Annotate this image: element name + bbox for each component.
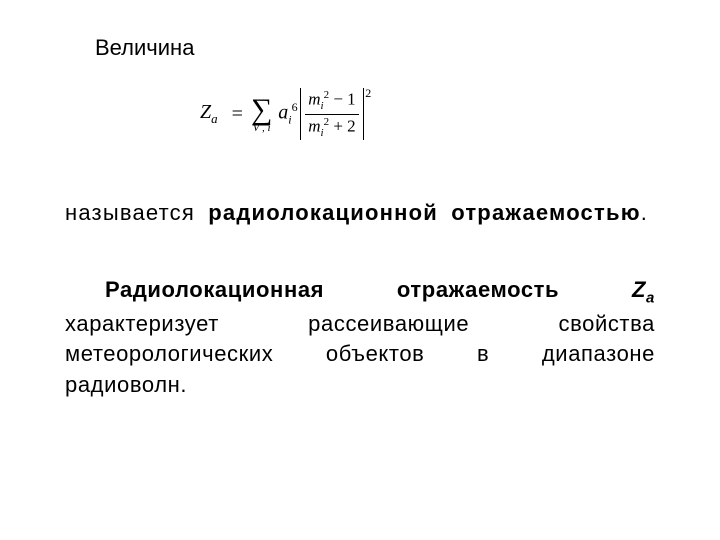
sigma-symbol: ∑ xyxy=(251,95,272,125)
formula-block: Za = ∑ V , i ai6 mi2 − 1 mi2 + 2 2 xyxy=(200,88,520,158)
fraction: mi2 − 1 mi2 + 2 xyxy=(305,88,358,141)
abs-bar-left xyxy=(300,88,302,140)
sigma-subscript: V , i xyxy=(253,123,271,134)
den-m-sub: i xyxy=(321,127,324,139)
equals-sign: = xyxy=(232,103,243,126)
lhs-var: Z xyxy=(200,101,211,123)
summation: ∑ V , i xyxy=(251,95,272,134)
abs-value: mi2 − 1 mi2 + 2 2 xyxy=(300,88,372,141)
paragraph-1: называется радиолокационной отражаемость… xyxy=(65,200,655,226)
a-var: a xyxy=(278,102,288,124)
para1-tail: . xyxy=(641,200,648,225)
num-tail: − 1 xyxy=(329,90,356,109)
a-i-term: ai6 xyxy=(278,100,297,128)
para2-bold-lead: Радиолокационная отражаемость xyxy=(105,277,632,302)
den-m: m xyxy=(308,117,320,136)
lhs-sub: a xyxy=(211,111,218,126)
num-m-sub: i xyxy=(321,100,324,112)
a-sup: 6 xyxy=(292,100,298,114)
lhs-za: Za xyxy=(200,101,218,127)
numerator: mi2 − 1 xyxy=(305,88,358,114)
formula-row: Za = ∑ V , i ai6 mi2 − 1 mi2 + 2 2 xyxy=(200,88,520,141)
para1-pre: называется xyxy=(65,200,208,225)
paragraph-2: Радиолокационная отражаемость Za характе… xyxy=(65,275,655,400)
abs-exponent: 2 xyxy=(365,86,371,101)
para2-Z: Z xyxy=(632,277,646,302)
para2-body: характеризует рассеивающие свойства мете… xyxy=(65,311,655,397)
abs-bar-right xyxy=(363,88,365,140)
num-m: m xyxy=(308,90,320,109)
a-sub: i xyxy=(288,113,291,127)
denominator: mi2 + 2 xyxy=(305,115,358,141)
den-tail: + 2 xyxy=(329,117,356,136)
heading-text: Величина xyxy=(95,35,194,61)
para1-bold-term: радиолокационной отражаемостью xyxy=(208,200,640,225)
para2-Z-sub: a xyxy=(646,289,655,306)
